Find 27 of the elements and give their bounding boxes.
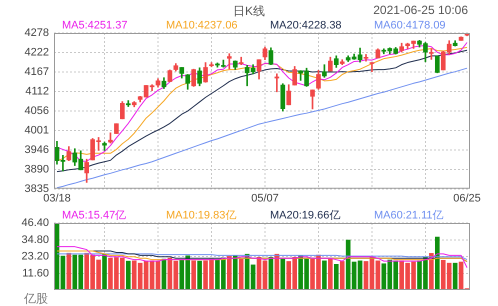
y-tick-label: 3890 (24, 163, 49, 176)
text: MA60:21.11亿 (374, 210, 444, 222)
x-tick-label: 06/25 (453, 192, 481, 204)
y-tick-label: 34.80 (21, 234, 49, 246)
text: MA60:4178.09 (374, 20, 446, 32)
y-tick-label: 4222 (24, 46, 49, 59)
text: MA5:15.47亿 (62, 210, 126, 222)
text: MA20:4228.38 (270, 20, 342, 32)
y-axis-title: 亿股 (23, 291, 48, 306)
y-tick-label: 46.40 (21, 217, 49, 230)
chart-title: 日K线 (232, 4, 265, 18)
text: MA10:4237.06 (166, 20, 238, 32)
y-tick-label: 11.60 (22, 267, 49, 280)
y-tick-label: 4278 (24, 27, 49, 40)
text: MA20:19.66亿 (270, 210, 340, 222)
y-tick-label: 4112 (25, 85, 49, 98)
y-tick-label: 3946 (24, 144, 49, 156)
text: MA5:4251.37 (62, 20, 128, 32)
y-tick-label: 4056 (24, 105, 49, 118)
text: MA10:19.83亿 (166, 210, 236, 222)
y-tick-label: 3835 (24, 182, 49, 195)
x-tick-label: 03/18 (43, 192, 71, 204)
y-tick-label: 4001 (24, 124, 49, 136)
x-tick-label: 05/07 (251, 192, 279, 204)
y-tick-label: 4167 (24, 66, 49, 78)
chart-subtitle: 2021-06-25 10:06 (373, 3, 468, 17)
y-tick-label: 23.20 (21, 250, 49, 263)
